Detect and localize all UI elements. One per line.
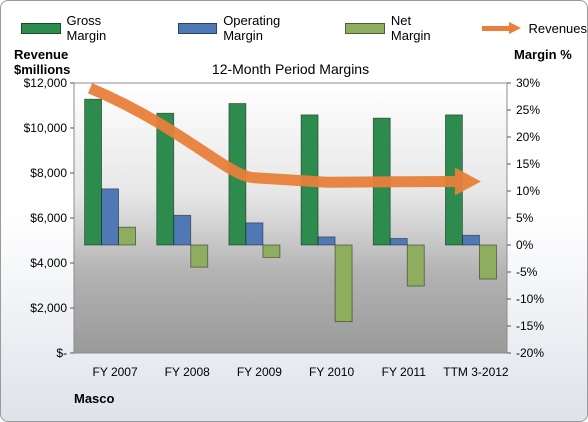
left-axis-tick-label: $12,000: [24, 76, 68, 90]
legend-label-operating-margin: Operating Margin: [223, 13, 281, 43]
bar-net-margin: [406, 244, 425, 287]
right-axis-tick-label: 20%: [516, 130, 540, 144]
bar-operating-margin: [173, 214, 192, 246]
right-axis-label: Margin %: [514, 47, 572, 62]
legend-swatch-net-margin: [345, 22, 385, 34]
left-axis-tick-label: $6,000: [30, 211, 67, 225]
bar-gross-margin: [156, 112, 175, 246]
chart-title: 12-Month Period Margins: [212, 61, 369, 77]
bar-net-margin: [118, 226, 136, 246]
company-name: Masco: [74, 391, 115, 406]
legend-item-gross-margin: Gross Margin: [21, 13, 140, 43]
bar-operating-margin: [317, 236, 336, 246]
bar-gross-margin: [84, 98, 102, 246]
right-axis-tick-label: 10%: [516, 184, 540, 198]
legend-label-revenues: Revenues: [528, 20, 588, 36]
left-axis-tick-label: $2,000: [30, 301, 67, 315]
right-axis-tick-label: -20%: [516, 346, 544, 360]
category-label: FY 2008: [165, 365, 210, 379]
bar-net-margin: [190, 244, 209, 268]
bar-operating-margin: [462, 234, 480, 246]
plot-area: [73, 82, 508, 354]
legend-label-gross-margin: Gross Margin: [66, 13, 107, 43]
legend: Gross Margin Operating Margin Net Margin…: [21, 13, 587, 43]
bar-operating-margin: [245, 222, 264, 246]
right-axis-tick-label: 5%: [516, 211, 534, 225]
revenues-line: [87, 83, 455, 188]
legend-swatch-gross-margin: [21, 22, 61, 34]
legend-item-net-margin: Net Margin: [345, 13, 450, 43]
category-label: FY 2010: [309, 365, 354, 379]
legend-swatch-operating-margin: [177, 22, 218, 34]
legend-item-operating-margin: Operating Margin: [177, 13, 318, 43]
right-axis-tick-label: 0%: [516, 238, 534, 252]
right-axis-tick-label: 30%: [516, 76, 540, 90]
revenues-arrowhead: [454, 167, 481, 196]
category-label: FY 2009: [237, 365, 282, 379]
legend-arrow-icon: [482, 22, 522, 34]
category-label: TTM 3-2012: [443, 365, 509, 379]
left-axis-tick-label: $4,000: [30, 256, 67, 270]
right-axis-tick-label: -15%: [516, 319, 544, 333]
bar-net-margin: [334, 244, 353, 323]
category-label: FY 2007: [93, 365, 138, 379]
right-axis-tick-label: -10%: [516, 292, 544, 306]
right-axis-tick-label: 25%: [516, 103, 540, 117]
bar-operating-margin: [389, 238, 408, 246]
left-axis-label-line2: $millions: [14, 62, 71, 77]
left-axis-tick-label: $8,000: [30, 166, 67, 180]
category-label: FY 2011: [382, 365, 427, 379]
left-axis-tick-label: $10,000: [24, 121, 68, 135]
bar-net-margin: [479, 244, 497, 280]
bar-operating-margin: [101, 188, 119, 246]
legend-label-net-margin: Net Margin: [390, 13, 431, 43]
right-axis-tick-label: 15%: [516, 157, 540, 171]
right-axis-tick-label: -5%: [516, 265, 538, 279]
bar-net-margin: [262, 244, 281, 258]
left-axis-label-line1: Revenue: [14, 47, 69, 62]
legend-item-revenues: Revenues: [482, 13, 587, 43]
left-axis-tick-label: $-: [56, 346, 67, 360]
